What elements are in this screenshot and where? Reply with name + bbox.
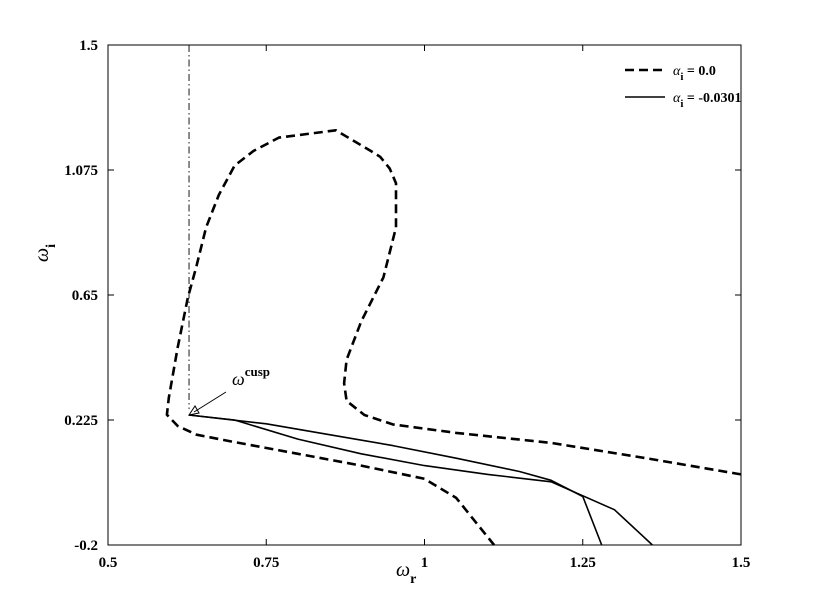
annotation-arrow-head xyxy=(187,405,200,416)
x-tick-label: 1.5 xyxy=(732,555,751,571)
y-tick-label: 0.65 xyxy=(72,288,98,304)
y-tick-label: -0.2 xyxy=(74,538,98,554)
y-tick-label: 0.225 xyxy=(64,413,98,429)
y-tick-label: 1.5 xyxy=(79,38,98,54)
x-axis-label: ωr xyxy=(396,559,416,587)
y-axis-label: ωi xyxy=(31,244,59,262)
series-line-solid-2 xyxy=(188,414,653,546)
legend-entry: αi = 0.0 xyxy=(673,64,716,83)
series-line-dashed-0 xyxy=(165,129,742,546)
x-tick-label: 1 xyxy=(421,555,429,571)
x-tick-label: 0.5 xyxy=(99,555,118,571)
y-tick-label: 1.075 xyxy=(64,163,98,179)
plot-area xyxy=(107,44,742,546)
x-tick-label: 1.25 xyxy=(570,555,596,571)
x-tick-label: 0.75 xyxy=(253,555,279,571)
annotation-arrow-line xyxy=(193,391,227,413)
legend-entry: αi = -0.0301 xyxy=(673,91,742,110)
